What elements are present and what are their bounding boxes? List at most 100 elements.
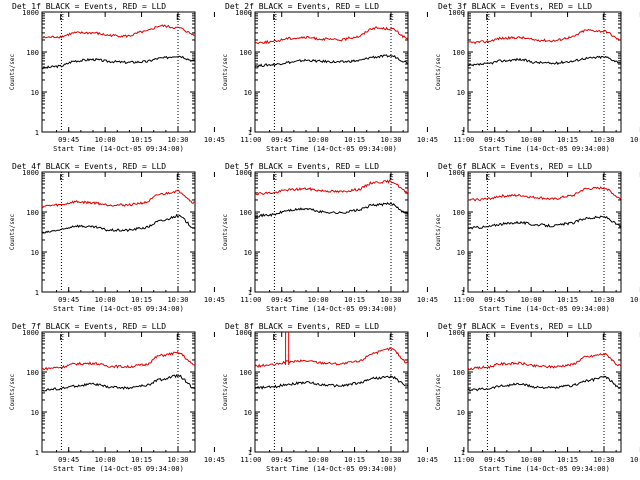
y-tick-label: 100 [239,49,252,57]
y-axis-label: Counts/sec [222,374,229,411]
y-axis-label: Counts/sec [435,374,442,411]
lld-spike [285,332,290,365]
y-tick-label: 1 [248,129,252,137]
x-axis-label: Start Time (14-Oct-05 09:34:00) [266,305,397,313]
y-tick-label: 1 [248,449,252,457]
panel-title: Det 2f BLACK = Events, RED = LLD [225,2,379,11]
panel-title: Det 5f BLACK = Events, RED = LLD [225,162,379,171]
y-tick-label: 100 [239,369,252,377]
marker-label: E [59,333,64,342]
series-events-line [254,375,409,390]
x-tick-label: 10:00 [521,136,542,144]
marker-label: E [272,173,277,182]
y-axis-label: Counts/sec [9,214,16,251]
detector-panel-9: Det 9f BLACK = Events, RED = LLD 1 10 100 10… [435,322,640,473]
x-tick-label: 10:30 [167,136,188,144]
y-tick-label: 1 [35,129,39,137]
marker-label: E [176,13,181,22]
x-tick-label: 09:45 [271,296,292,304]
y-axis-label: Counts/sec [435,214,442,251]
x-tick-label: 10:45 [630,296,640,304]
marker-label: E [602,13,607,22]
y-tick-label: 100 [452,369,465,377]
y-tick-label: 1 [461,129,465,137]
series-lld-line [41,350,195,371]
plot-frame [254,171,409,293]
x-tick-label: 10:30 [593,136,614,144]
marker-label: E [59,13,64,22]
marker-label: E [602,333,607,342]
x-tick-label: 10:15 [344,296,365,304]
series-lld-line [467,186,622,202]
marker-label: E [485,173,490,182]
marker-label: E [389,13,394,22]
y-tick-label: 1000 [235,9,252,17]
series-events-line [467,55,622,67]
y-tick-label: 1 [461,449,465,457]
x-axis-label: Start Time (14-Oct-05 09:34:00) [479,145,610,153]
panel-title: Det 6f BLACK = Events, RED = LLD [438,162,592,171]
detector-panel-8: Det 8f BLACK = Events, RED = LLD11010010… [222,322,474,473]
x-tick-label: 10:15 [557,456,578,464]
series-lld-line [41,24,196,39]
x-tick-label: 10:30 [380,456,401,464]
x-tick-label: 10:45 [417,456,438,464]
x-tick-label: 10:30 [167,296,188,304]
y-tick-label: 1000 [22,169,39,177]
detector-panel-1: Det 1f BLACK = Events, RED = LLD11010010… [9,2,261,153]
plot-frame [254,331,409,453]
marker-label: E [389,173,394,182]
y-tick-label: 100 [26,49,39,57]
plot-frame [254,11,409,133]
y-axis-label: Counts/sec [9,374,16,411]
detector-panel-4: Det 4f BLACK = Events, RED = LLD11010010… [9,162,261,313]
y-axis-label: Counts/sec [435,54,442,91]
marker-label: E [176,333,181,342]
marker-label: E [59,173,64,182]
y-tick-label: 100 [452,209,465,217]
y-tick-label: 10 [457,89,465,97]
series-events-line [467,375,621,392]
y-tick-label: 10 [31,249,39,257]
y-axis-label: Counts/sec [222,214,229,251]
y-tick-label: 1 [461,289,465,297]
panel-title: Det 9f BLACK = Events, RED = LLD [438,322,592,331]
plot-frame [467,331,622,453]
x-tick-label: 10:45 [417,136,438,144]
x-tick-label: 09:45 [271,456,292,464]
series-lld-line [467,352,622,371]
x-tick-label: 10:00 [95,136,116,144]
x-tick-label: 10:30 [593,456,614,464]
y-axis-label: Counts/sec [9,54,16,91]
marker-label: E [272,333,277,342]
marker-label: E [602,173,607,182]
plot-frame [41,171,196,293]
y-tick-label: 100 [26,209,39,217]
series-events-line [467,215,622,230]
y-tick-label: 1000 [22,9,39,17]
x-tick-label: 10:15 [131,136,152,144]
series-events-line [254,54,409,68]
x-axis-label: Start Time (14-Oct-05 09:34:00) [53,145,184,153]
y-tick-label: 100 [452,49,465,57]
y-tick-label: 100 [239,209,252,217]
detector-panel-5: Det 5f BLACK = Events, RED = LLD 1 10 100 10… [222,162,474,313]
marker-label: E [485,333,490,342]
series-events-line [41,374,196,392]
x-tick-label: 11:00 [240,456,261,464]
x-axis-label: Start Time (14-Oct-05 09:34:00) [53,305,184,313]
x-tick-label: 10:45 [204,456,225,464]
x-tick-label: 10:30 [593,296,614,304]
y-axis-label: Counts/sec [222,54,229,91]
y-tick-label: 10 [457,249,465,257]
x-tick-label: 11:00 [453,296,474,304]
x-tick-label: 09:45 [484,456,505,464]
y-tick-label: 10 [244,249,252,257]
x-tick-label: 10:00 [95,456,116,464]
x-tick-label: 10:15 [557,136,578,144]
x-tick-label: 11:00 [453,136,474,144]
plot-frame [467,11,622,133]
y-tick-label: 1 [35,449,39,457]
y-tick-label: 100 [26,369,39,377]
x-tick-label: 09:45 [58,456,79,464]
